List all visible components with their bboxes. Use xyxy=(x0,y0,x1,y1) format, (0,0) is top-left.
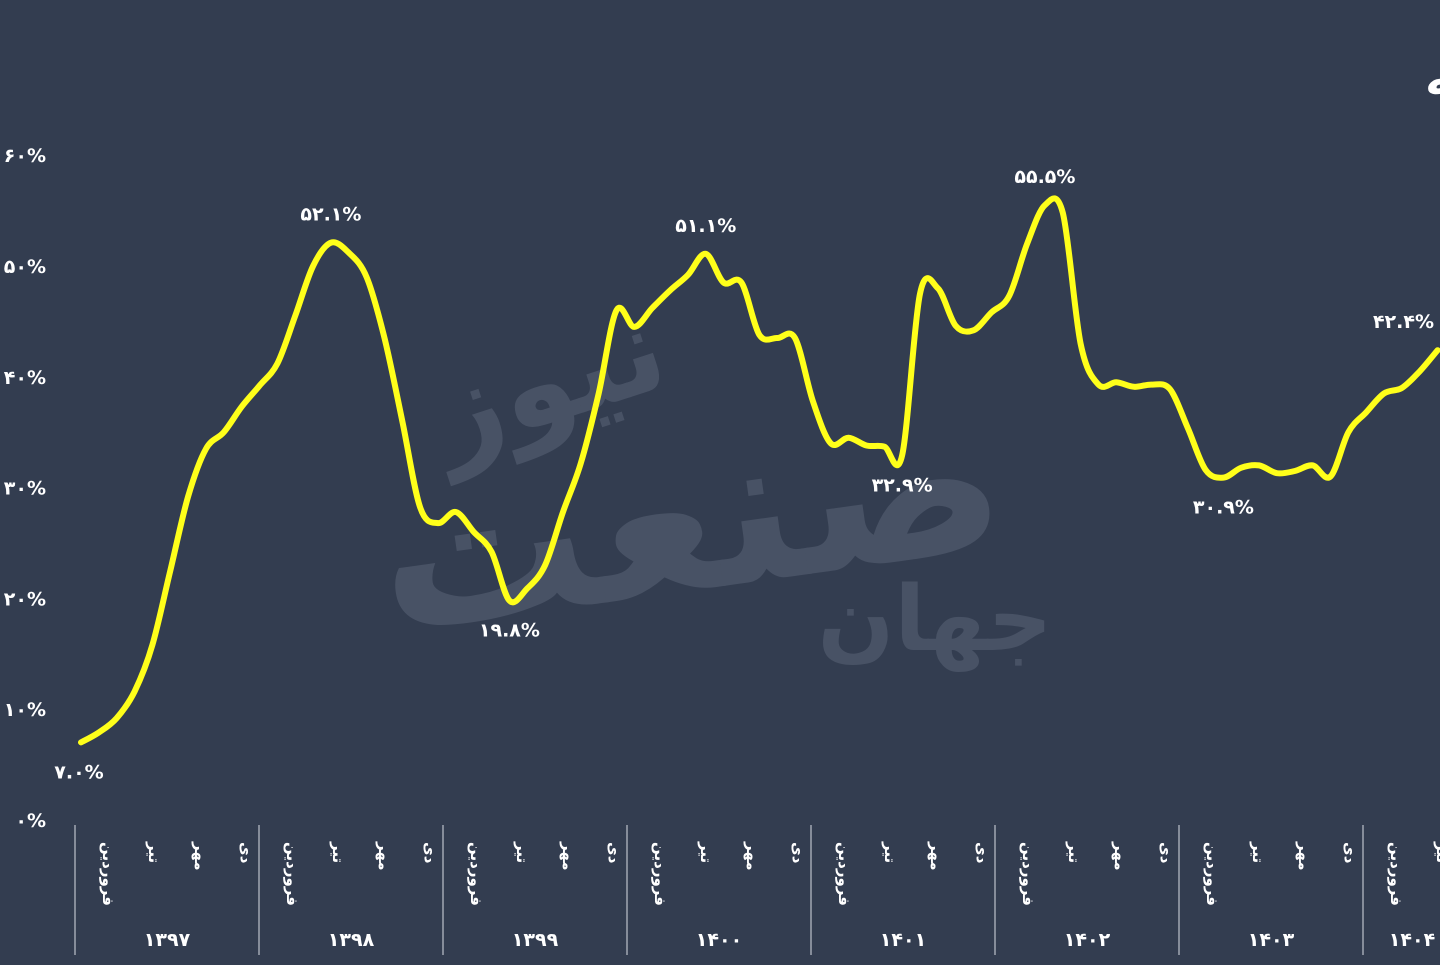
data-label: ۴۲.۴% xyxy=(1373,311,1434,333)
x-month-label: تیر xyxy=(1433,841,1440,863)
data-label: ۷.۰% xyxy=(54,761,103,783)
x-month-label: فروردین xyxy=(1019,842,1037,906)
x-month-label: فروردین xyxy=(835,842,853,906)
data-label: ۳۲.۹% xyxy=(872,474,933,496)
x-year-label: ۱۴۰۳ xyxy=(1248,929,1295,951)
x-month-label: تیر xyxy=(145,841,163,863)
y-tick-label: ۳۰% xyxy=(4,478,46,500)
series-line xyxy=(78,195,1440,746)
chart-title: روند تورم نقطه‌به‌نقطه xyxy=(1425,51,1440,107)
x-year-label: ۱۴۰۲ xyxy=(1064,929,1111,951)
x-month-label: فروردین xyxy=(1203,842,1221,906)
x-month-label: مهر xyxy=(927,841,945,871)
x-month-label: دی xyxy=(605,842,623,864)
y-tick-label: ۱۰% xyxy=(4,699,46,721)
x-month-label: تیر xyxy=(881,841,899,863)
x-year-label: ۱۴۰۱ xyxy=(880,929,926,951)
y-axis: ۰% ۱۰% ۲۰% ۳۰% ۴۰% ۵۰% ۶۰% xyxy=(4,145,46,832)
x-month-label: فروردین xyxy=(651,842,669,906)
x-year-label: ۱۴۰۰ xyxy=(696,929,742,951)
y-tick-label: ۰% xyxy=(15,810,46,832)
x-month-label: دی xyxy=(421,842,439,864)
x-month-label: فروردین xyxy=(1387,842,1405,906)
watermark: صنعت نیوز جهان xyxy=(361,279,1053,683)
y-tick-label: ۶۰% xyxy=(4,145,46,167)
x-month-label: تیر xyxy=(329,841,347,863)
x-month-label: مهر xyxy=(743,841,761,871)
x-month-label: دی xyxy=(1341,842,1359,864)
x-year-label: ۱۳۹۸ xyxy=(328,929,375,951)
data-label: ۱۹.۸% xyxy=(479,620,540,642)
data-label: ۵۵.۵% xyxy=(1014,166,1075,188)
data-label: ۵۱.۱% xyxy=(675,215,736,237)
x-month-label: فروردین xyxy=(99,842,117,906)
x-month-label: تیر xyxy=(1065,841,1083,863)
x-month-label: دی xyxy=(789,842,807,864)
x-month-label: دی xyxy=(973,842,991,864)
x-month-label: مهر xyxy=(375,841,393,871)
x-month-label: تیر xyxy=(1249,841,1267,863)
y-tick-label: ۲۰% xyxy=(4,588,46,610)
x-month-label: مهر xyxy=(559,841,577,871)
x-year-label: ۱۳۹۷ xyxy=(144,929,191,951)
x-axis: فروردین تیر مهر دی ۱۳۹۷ فروردین تیر مهر دی ۱۳۹۸ فر… xyxy=(74,825,1440,955)
data-label: ۳۰.۹% xyxy=(1193,497,1254,519)
watermark-bottom: جهان xyxy=(818,567,1053,672)
x-month-label: مهر xyxy=(1295,841,1313,871)
data-label: ۵۲.۱% xyxy=(300,204,361,226)
y-tick-label: ۵۰% xyxy=(4,256,46,278)
x-year-label: ۱۴۰۴ xyxy=(1389,929,1435,951)
data-labels: ۷.۰% ۵۲.۱% ۱۹.۸% ۵۱.۱% ۳۲.۹% ۵۵.۵% ۳۰.۹% ۴۲.۴% xyxy=(54,166,1434,783)
x-month-label: فروردین xyxy=(467,842,485,906)
x-month-label: دی xyxy=(1157,842,1175,864)
y-tick-label: ۴۰% xyxy=(4,367,46,389)
x-month-label: تیر xyxy=(513,841,531,863)
x-month-label: مهر xyxy=(191,841,209,871)
x-month-label: تیر xyxy=(697,841,715,863)
x-month-label: فروردین xyxy=(283,842,301,906)
x-month-label: دی xyxy=(237,842,255,864)
x-month-label: مهر xyxy=(1111,841,1129,871)
x-year-label: ۱۳۹۹ xyxy=(512,929,559,951)
